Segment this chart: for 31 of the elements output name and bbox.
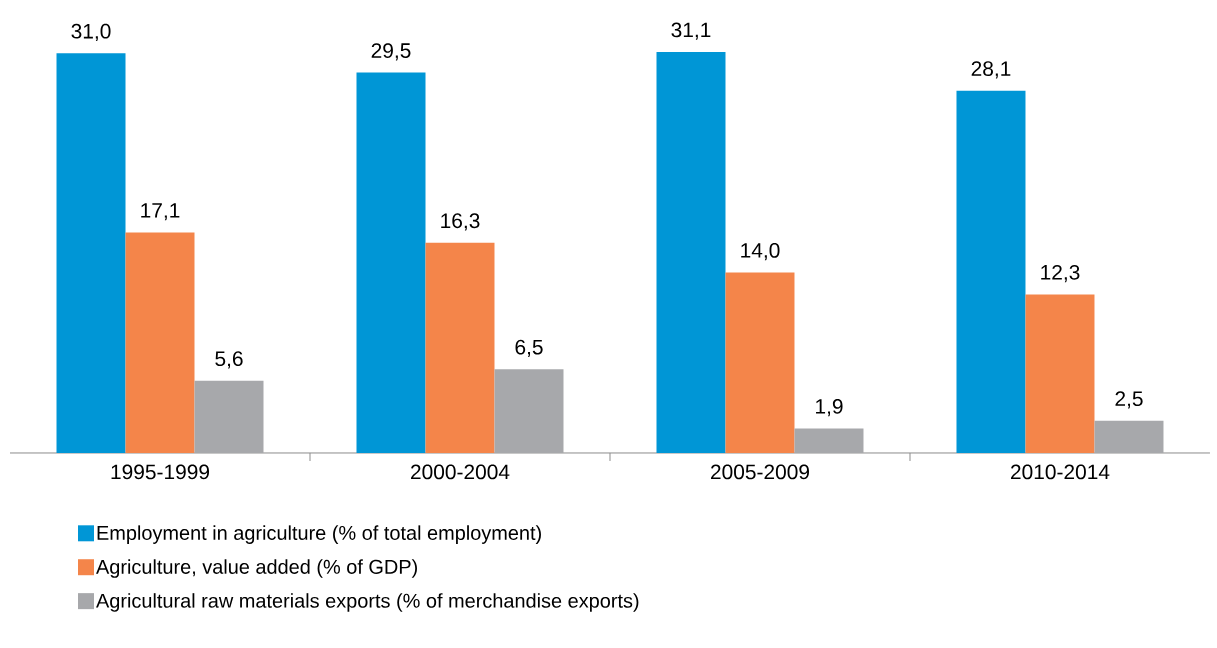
legend-label: Agriculture, value added (% of GDP) [96, 559, 417, 578]
data-label: 1,9 [816, 399, 843, 417]
bar [1025, 294, 1095, 453]
data-label: 31,0 [71, 23, 111, 42]
x-tick-label: 2000-2004 [411, 464, 510, 480]
legend-label: Employment in agriculture (% of total employment) [97, 525, 541, 544]
bar [656, 51, 726, 453]
data-label: 31,1 [671, 22, 711, 40]
x-tick-label: 1995-1999 [111, 464, 210, 480]
x-tick-label: 2005-2009 [711, 464, 809, 480]
data-label: 14,0 [741, 242, 780, 261]
bar [794, 428, 864, 453]
bar [125, 232, 195, 453]
bar [56, 53, 126, 453]
data-label: 17,1 [141, 203, 180, 221]
bar [356, 72, 426, 453]
bar [1094, 420, 1164, 453]
data-label: 16,3 [441, 213, 480, 231]
bar [725, 272, 795, 453]
data-label: 28,1 [971, 61, 1011, 79]
data-label: 6,5 [515, 339, 543, 357]
bar [494, 369, 564, 453]
data-label: 2,5 [1115, 391, 1143, 409]
bar [425, 242, 495, 453]
data-label: 29,5 [371, 43, 411, 61]
data-label: 12,3 [1041, 264, 1080, 283]
legend-label: Agricultural raw materials exports (% of merchandise exports) [96, 593, 639, 612]
bar [194, 380, 264, 453]
bar [956, 90, 1026, 453]
x-tick-label: 2010-2014 [1011, 464, 1110, 480]
data-label: 5,6 [215, 351, 243, 369]
